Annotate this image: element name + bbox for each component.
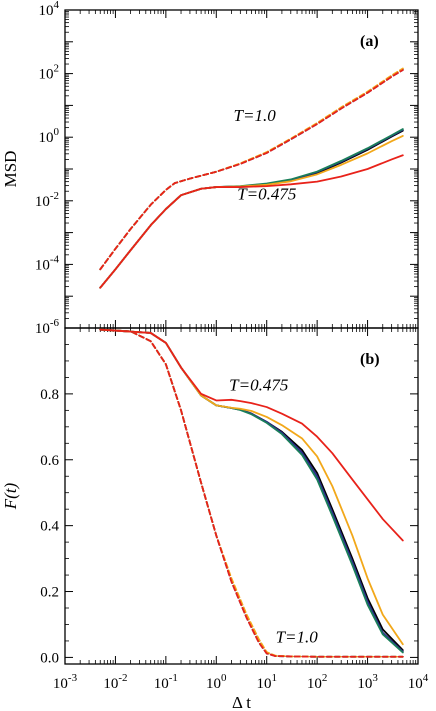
temperature-annotation-b-1: T=1.0 [276, 628, 319, 647]
y-tick-label-a: 10-4 [35, 253, 60, 273]
y-tick-label-a-exp: -2 [50, 190, 59, 202]
x-axis-label-b: Δ t [232, 693, 251, 711]
x-tick-label-b-exp: -1 [169, 672, 178, 684]
x-tick-label-b-exp: 3 [372, 672, 378, 684]
y-tick-label-a-base: 10 [39, 3, 54, 19]
panel-label-a: (a) [360, 33, 379, 50]
y-tick-label-a-exp: -6 [50, 317, 60, 329]
y-axis-label-a: MSD [1, 151, 20, 188]
x-tick-label-b: 100 [206, 672, 227, 692]
dashed-series-line-a-3 [99, 69, 404, 271]
data-layer-b [99, 328, 404, 658]
y-tick-label-a: 100 [39, 126, 60, 146]
y-tick-label-a-base: 10 [35, 194, 50, 210]
panel-b: 0.00.20.40.60.810-3 10-2 10-1 100 101 102 103 1… [1, 327, 429, 711]
y-tick-label-a-exp: 2 [54, 63, 60, 75]
panel-label-b: (b) [360, 351, 380, 368]
x-tick-label-b-base: 10 [53, 676, 68, 692]
y-tick-label-a-exp: 4 [54, 0, 60, 11]
y-tick-label-a-exp: -4 [50, 253, 60, 265]
x-tick-label-b-exp: 0 [221, 672, 227, 684]
x-tick-label-b-exp: 4 [423, 672, 429, 684]
x-tick-label-b-base: 10 [103, 676, 118, 692]
y-tick-label-b: 0.8 [40, 387, 59, 403]
y-tick-label-a-exp: 0 [54, 126, 60, 138]
solid-series-line-a-8 [99, 154, 404, 289]
y-tick-label-a: 10-6 [35, 317, 60, 337]
y-tick-label-b: 0.4 [40, 519, 59, 535]
x-tick-label-b-exp: -2 [118, 672, 127, 684]
x-tick-label-b: 102 [307, 672, 328, 692]
temperature-annotation-a-0: T=1.0 [234, 106, 277, 125]
x-tick-label-b: 10-1 [154, 672, 178, 692]
y-tick-label-a: 104 [39, 0, 60, 19]
y-tick-label-a: 102 [39, 63, 60, 83]
plot-frame-b [64, 327, 419, 665]
x-tick-label-b-base: 10 [357, 676, 372, 692]
solid-series-line-b-8 [99, 328, 404, 542]
x-tick-label-b: 101 [256, 672, 277, 692]
y-tick-label-b: 0.2 [40, 585, 59, 601]
y-tick-label-a-base: 10 [35, 321, 50, 337]
x-tick-label-b-base: 10 [154, 676, 169, 692]
x-tick-label-b: 103 [357, 672, 378, 692]
y-tick-label-a-base: 10 [39, 130, 54, 146]
data-layer-a [99, 67, 404, 289]
y-tick-label-b: 0.0 [40, 650, 59, 666]
temperature-annotation-a-1: T=0.475 [237, 184, 296, 203]
x-tick-label-b-exp: 1 [271, 672, 277, 684]
y-tick-label-a: 10-2 [35, 190, 59, 210]
x-tick-label-b: 10-2 [103, 672, 127, 692]
dashed-series-line-a-0 [99, 69, 404, 271]
x-tick-label-b-exp: 2 [322, 672, 328, 684]
x-tick-label-b-base: 10 [307, 676, 322, 692]
x-tick-label-b-base: 10 [206, 676, 221, 692]
x-tick-label-b: 10-3 [53, 672, 78, 692]
solid-series-line-a-6 [99, 128, 404, 289]
x-tick-label-b-base: 10 [256, 676, 271, 692]
temperature-annotation-b-0: T=0.475 [229, 376, 288, 395]
y-axis-label-b: F(t) [1, 482, 20, 510]
x-tick-label-b-exp: -3 [68, 672, 78, 684]
y-tick-label-b: 0.6 [40, 453, 59, 469]
y-tick-label-a-base: 10 [39, 67, 54, 83]
dashed-series-line-b-3 [99, 328, 404, 658]
y-tick-label-a-base: 10 [35, 257, 50, 273]
x-tick-label-b-base: 10 [408, 676, 423, 692]
x-tick-label-b: 104 [408, 672, 429, 692]
